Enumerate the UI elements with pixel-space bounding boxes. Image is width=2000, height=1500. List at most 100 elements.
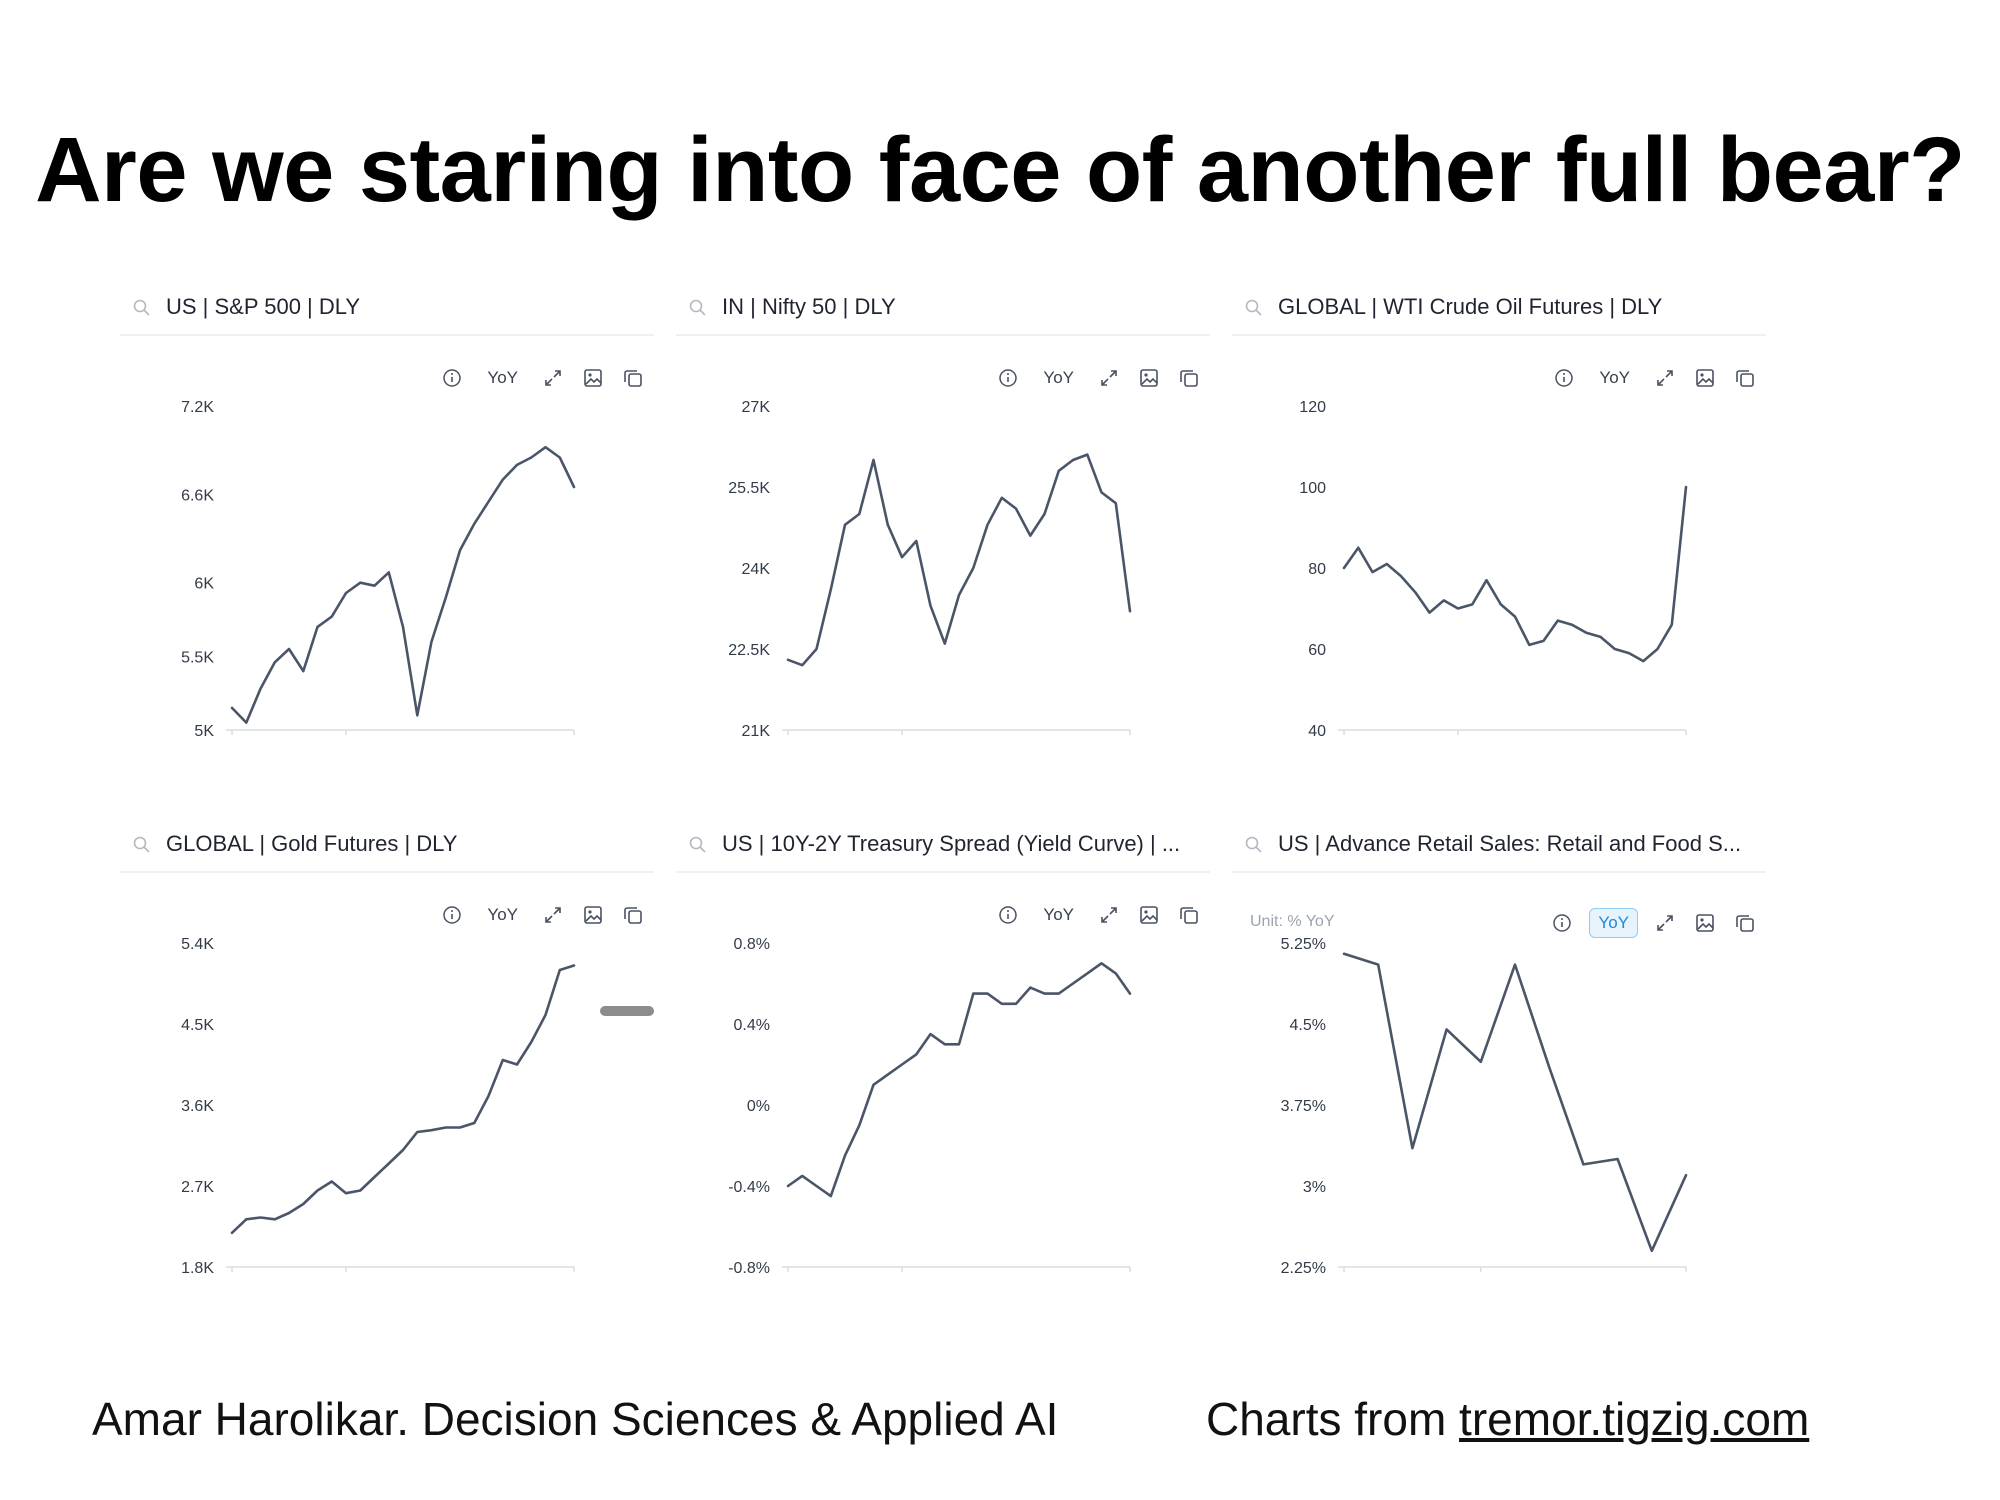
search-icon (132, 835, 152, 855)
y-tick-label: 6K (194, 576, 214, 593)
series-line (786, 453, 1132, 667)
yoy-toggle-button[interactable]: YoY (1043, 368, 1074, 387)
line-chart: 2.25%3%3.75%4.5%5.25%Mar 25Jul 25Jan 26 (1281, 936, 1688, 1273)
y-tick-label: 22.5K (728, 642, 770, 659)
footer-credit-prefix: Charts from (1206, 1393, 1460, 1445)
copy-icon[interactable] (1732, 910, 1758, 936)
y-tick-label: 3% (1303, 1179, 1326, 1196)
chart-title[interactable]: GLOBAL | WTI Crude Oil Futures | DLY (1278, 294, 1663, 319)
horizontal-scrollbar-thumb[interactable] (600, 1006, 654, 1016)
y-tick-label: 3.75% (1281, 1098, 1326, 1115)
chart-toolbar: YoY (1549, 905, 1758, 941)
y-tick-label: 5.4K (181, 936, 214, 953)
y-tick-label: 40 (1308, 723, 1326, 736)
chart-toolbar: YoY (439, 360, 646, 396)
image-icon[interactable] (1692, 910, 1718, 936)
expand-icon[interactable] (540, 365, 566, 391)
yoy-toggle-button[interactable]: YoY (487, 905, 518, 924)
info-icon[interactable] (1551, 365, 1577, 391)
line-chart: 1.8K2.7K3.6K4.5K5.4KMar 24Nov 24Mar 26 (181, 936, 576, 1273)
search-icon (1244, 298, 1264, 318)
yoy-toggle-button[interactable]: YoY (1599, 368, 1630, 387)
search-icon (688, 835, 708, 855)
chart-panel: US | 10Y-2Y Treasury Spread (Yield Curve… (676, 813, 1210, 1283)
image-icon[interactable] (1136, 902, 1162, 928)
expand-icon[interactable] (1096, 902, 1122, 928)
line-chart: 406080100120Mar 24Nov 24Mar 26 (1299, 399, 1688, 736)
y-tick-label: 2.25% (1281, 1260, 1326, 1273)
chart-panel: GLOBAL | Gold Futures | DLY YoY 1.8K 2.7K 3.… (120, 813, 654, 1283)
chart-search-bar[interactable]: IN | Nifty 50 | DLY (676, 276, 1210, 336)
footer-credit-link[interactable]: tremor.tigzig.com (1459, 1393, 1810, 1445)
y-tick-label: 80 (1308, 561, 1326, 578)
y-tick-label: 4.5% (1290, 1017, 1326, 1034)
slide-title: Are we staring into face of another full… (35, 119, 1965, 221)
expand-icon[interactable] (540, 902, 566, 928)
chart-toolbar: YoY (439, 897, 646, 933)
expand-icon[interactable] (1652, 365, 1678, 391)
y-tick-label: 0% (747, 1098, 770, 1115)
chart-search-bar[interactable]: US | Advance Retail Sales: Retail and Fo… (1232, 813, 1766, 873)
series-line (230, 445, 576, 724)
y-tick-label: 100 (1299, 480, 1326, 497)
copy-icon[interactable] (1732, 365, 1758, 391)
chart-panel: GLOBAL | WTI Crude Oil Futures | DLY YoY 4… (1232, 276, 1766, 746)
yoy-toggle-button[interactable]: YoY (1043, 905, 1074, 924)
copy-icon[interactable] (1176, 365, 1202, 391)
y-tick-label: 24K (742, 561, 771, 578)
yoy-toggle-button[interactable]: YoY (487, 368, 518, 387)
search-icon (1244, 835, 1264, 855)
y-tick-label: 5.5K (181, 649, 214, 666)
y-tick-label: 5K (194, 723, 214, 736)
series-line (1342, 485, 1688, 663)
copy-icon[interactable] (1176, 902, 1202, 928)
info-icon[interactable] (439, 902, 465, 928)
y-tick-label: 6.6K (181, 487, 214, 504)
chart-toolbar: YoY (995, 360, 1202, 396)
chart-title[interactable]: GLOBAL | Gold Futures | DLY (166, 831, 458, 856)
chart-title[interactable]: IN | Nifty 50 | DLY (722, 294, 896, 319)
chart-toolbar: YoY (1551, 360, 1758, 396)
image-icon[interactable] (580, 902, 606, 928)
y-tick-label: 2.7K (181, 1179, 214, 1196)
chart-search-bar[interactable]: US | S&P 500 | DLY (120, 276, 654, 336)
search-icon (132, 298, 152, 318)
image-icon[interactable] (580, 365, 606, 391)
y-tick-label: 4.5K (181, 1017, 214, 1034)
info-icon[interactable] (995, 365, 1021, 391)
expand-icon[interactable] (1652, 910, 1678, 936)
y-tick-label: 25.5K (728, 480, 770, 497)
chart-dashboard: US | S&P 500 | DLYYoY5K5.5K6K6.6K7.2KMar… (120, 276, 1780, 1294)
expand-icon[interactable] (1096, 365, 1122, 391)
copy-icon[interactable] (620, 365, 646, 391)
info-icon[interactable] (1549, 910, 1575, 936)
chart-search-bar[interactable]: US | 10Y-2Y Treasury Spread (Yield Curve… (676, 813, 1210, 873)
footer-credit: Charts from tremor.tigzig.com (1206, 1392, 1809, 1446)
image-icon[interactable] (1136, 365, 1162, 391)
chart-search-bar[interactable]: GLOBAL | Gold Futures | DLY (120, 813, 654, 873)
y-tick-label: 27K (742, 399, 771, 416)
y-tick-label: 7.2K (181, 399, 214, 416)
y-tick-label: 5.25% (1281, 936, 1326, 953)
info-icon[interactable] (995, 902, 1021, 928)
y-tick-label: 60 (1308, 642, 1326, 659)
unit-label: Unit: % YoY (1250, 913, 1335, 930)
y-tick-label: 0.8% (734, 936, 770, 953)
yoy-toggle-button[interactable]: YoY (1589, 908, 1638, 938)
chart-title[interactable]: US | S&P 500 | DLY (166, 294, 361, 319)
series-line (786, 962, 1132, 1198)
footer-author: Amar Harolikar. Decision Sciences & Appl… (92, 1393, 1059, 1445)
y-tick-label: -0.4% (728, 1179, 770, 1196)
chart-title[interactable]: US | Advance Retail Sales: Retail and Fo… (1278, 831, 1742, 856)
chart-panel: US | Advance Retail Sales: Retail and Fo… (1232, 813, 1766, 1283)
chart-title[interactable]: US | 10Y-2Y Treasury Spread (Yield Curve… (722, 831, 1181, 856)
info-icon[interactable] (439, 365, 465, 391)
image-icon[interactable] (1692, 365, 1718, 391)
chart-toolbar: YoY (995, 897, 1202, 933)
copy-icon[interactable] (620, 902, 646, 928)
chart-panel: US | S&P 500 | DLYYoY5K5.5K6K6.6K7.2KMar… (120, 276, 654, 746)
chart-search-bar[interactable]: GLOBAL | WTI Crude Oil Futures | DLY (1232, 276, 1766, 336)
y-tick-label: 21K (742, 723, 771, 736)
